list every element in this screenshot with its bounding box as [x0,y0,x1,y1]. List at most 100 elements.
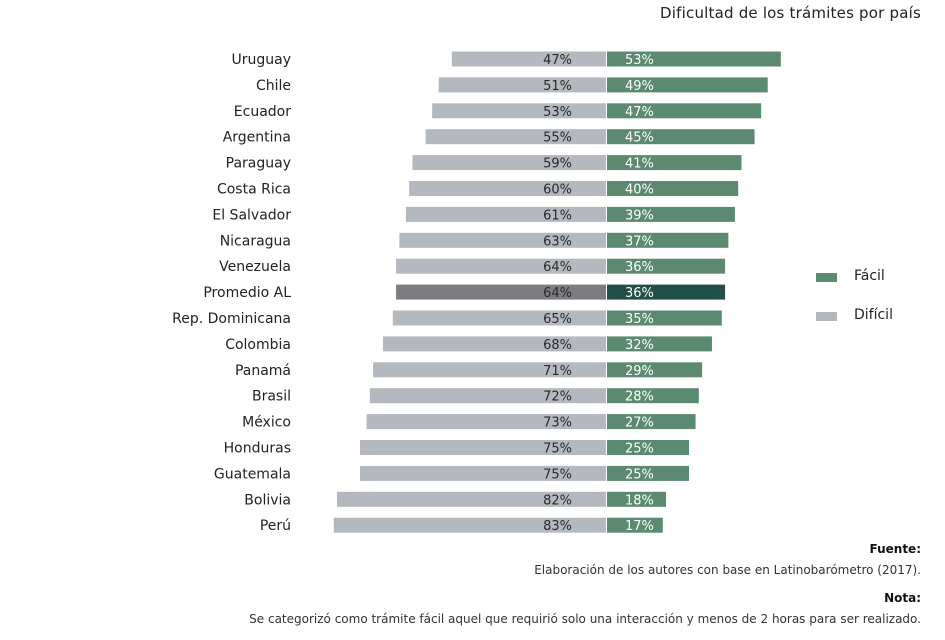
bar-facil-brasil [607,388,699,404]
bar-dificil-paraguay [412,155,606,171]
bar-facil-colombia [607,336,712,352]
value-label-dificil-venezuela: 64% [543,260,572,275]
legend-item-facil: Fácil [816,268,936,288]
legend-label-facil: Fácil [854,268,885,284]
value-label-dificil-rep-dominicana: 65% [543,312,572,327]
value-label-facil-brasil: 28% [625,390,654,405]
value-label-facil-colombia: 32% [625,338,654,353]
bar-facil-nicaragua [607,232,729,248]
value-label-facil-el-salvador: 39% [625,208,654,223]
category-label-rep-dominicana: Rep. Dominicana [172,311,291,327]
value-label-dificil-el-salvador: 61% [543,208,572,223]
value-label-dificil-brasil: 72% [543,390,572,405]
bar-dificil-rep-dominicana [392,310,606,326]
bar-facil-bolivia [607,491,667,507]
note-text: Se categorizó como trámite fácil aquel q… [249,612,921,626]
category-label-uruguay: Uruguay [232,52,292,68]
category-label-ecuador: Ecuador [234,104,291,120]
bar-dificil-nicaragua [399,232,606,248]
category-label-bolivia: Bolivia [244,492,291,508]
bar-facil-ecuador [607,103,762,119]
value-label-facil-méxico: 27% [625,416,654,431]
bar-facil-chile [607,77,768,93]
value-label-facil-paraguay: 41% [625,157,654,172]
value-label-facil-venezuela: 36% [625,260,654,275]
category-label-paraguay: Paraguay [226,156,291,172]
bar-facil-guatemala [607,465,689,481]
category-label-venezuela: Venezuela [219,259,291,275]
bar-facil-rep-dominicana [607,310,722,326]
value-label-dificil-nicaragua: 63% [543,234,572,249]
value-label-dificil-uruguay: 47% [543,53,572,68]
bar-dificil-panamá [373,362,606,378]
bar-dificil-el-salvador [405,206,606,222]
note-heading: Nota: [884,591,921,605]
value-label-dificil-méxico: 73% [543,416,572,431]
bar-facil-uruguay [607,51,781,67]
value-label-facil-guatemala: 25% [625,467,654,482]
value-label-facil-perú: 17% [625,519,654,534]
value-label-facil-ecuador: 47% [625,105,654,120]
legend-item-dificil: Difícil [816,307,936,327]
legend-swatch-dificil [816,312,837,321]
category-label-colombia: Colombia [225,337,291,353]
bar-dificil-argentina [425,129,606,145]
value-label-dificil-costa-rica: 60% [543,183,572,198]
category-label-méxico: México [242,415,291,431]
value-label-dificil-paraguay: 59% [543,157,572,172]
bar-dificil-venezuela [396,258,606,274]
bar-dificil-ecuador [432,103,606,119]
value-label-dificil-ecuador: 53% [543,105,572,120]
bar-dificil-costa-rica [409,181,606,196]
category-label-brasil: Brasil [252,389,291,405]
chart-title: Dificultad de los trámites por país [660,4,921,22]
bar-facil-argentina [607,129,755,145]
category-label-chile: Chile [256,78,291,94]
value-label-facil-panamá: 29% [625,364,654,379]
category-label-promedio-al: Promedio AL [203,285,291,301]
bar-dificil-uruguay [451,51,606,67]
bar-dificil-promedio-al [396,284,606,300]
value-label-facil-costa-rica: 40% [625,183,654,198]
legend-label-dificil: Difícil [854,307,893,323]
bar-facil-paraguay [607,155,742,171]
value-label-facil-honduras: 25% [625,442,654,457]
value-label-dificil-chile: 51% [543,79,572,94]
value-label-facil-uruguay: 53% [625,53,654,68]
value-label-dificil-bolivia: 82% [543,493,572,508]
category-label-nicaragua: Nicaragua [220,233,291,249]
category-label-honduras: Honduras [224,441,291,457]
bar-dificil-méxico [366,414,606,430]
source-heading: Fuente: [869,542,922,556]
value-label-facil-bolivia: 18% [625,493,654,508]
bar-facil-promedio-al [607,284,726,300]
value-label-dificil-guatemala: 75% [543,467,572,482]
bar-dificil-honduras [360,440,606,455]
bar-dificil-colombia [382,336,606,352]
value-label-dificil-promedio-al: 64% [543,286,572,301]
legend-swatch-facil [816,273,837,282]
value-label-dificil-colombia: 68% [543,338,572,353]
bar-facil-el-salvador [607,206,735,222]
value-label-dificil-argentina: 55% [543,131,572,146]
value-label-facil-rep-dominicana: 35% [625,312,654,327]
value-label-facil-chile: 49% [625,79,654,94]
bar-dificil-chile [438,77,606,93]
value-label-dificil-panamá: 71% [543,364,572,379]
value-label-facil-argentina: 45% [625,131,654,146]
bar-facil-venezuela [607,258,726,274]
bar-dificil-guatemala [360,465,606,481]
bar-facil-costa-rica [607,181,739,196]
bar-facil-méxico [607,414,696,430]
bar-facil-honduras [607,440,689,455]
category-label-argentina: Argentina [223,130,291,146]
category-label-el-salvador: El Salvador [212,207,291,223]
category-label-perú: Perú [260,518,291,534]
bar-facil-panamá [607,362,703,378]
chart-plot: Uruguay 47% 53% Chile 51% 49% Ecuador 53% 47% Arg… [172,51,781,534]
value-label-dificil-perú: 83% [543,519,572,534]
value-label-facil-nicaragua: 37% [625,234,654,249]
bar-facil-perú [607,517,663,533]
source-text: Elaboración de los autores con base en L… [534,563,921,577]
bar-dificil-perú [333,517,606,533]
